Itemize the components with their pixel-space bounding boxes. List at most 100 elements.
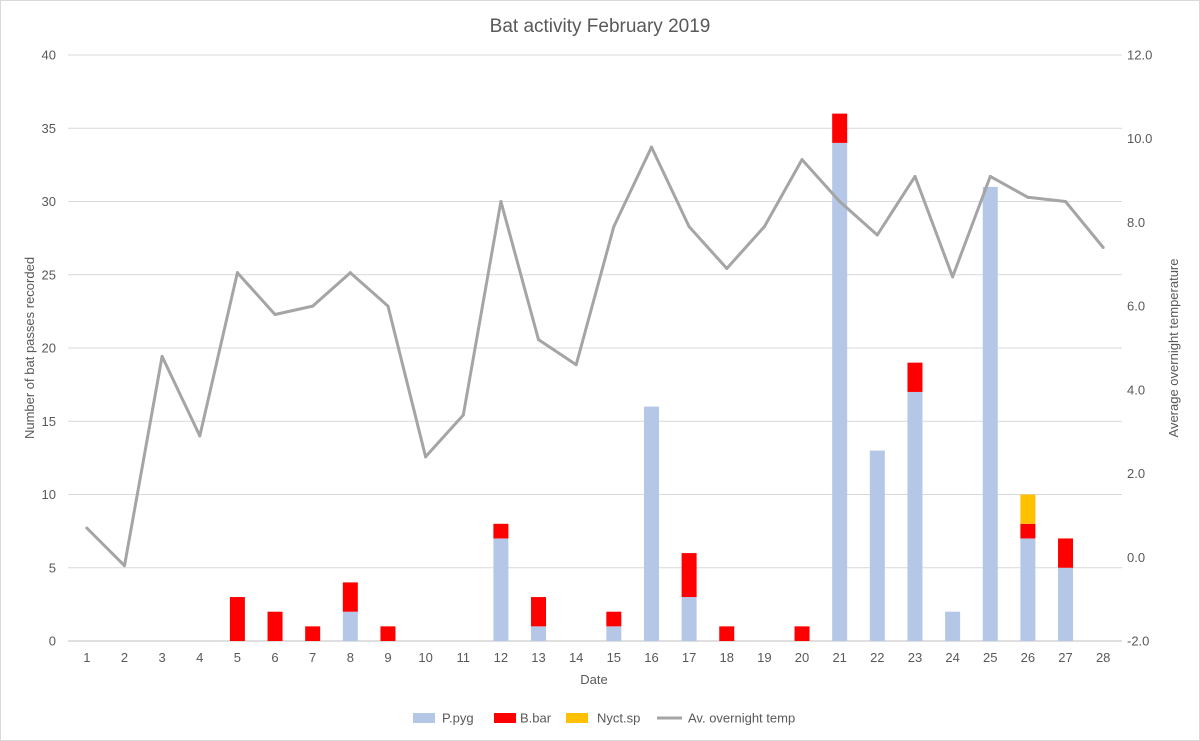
x-tick-label: 22 — [870, 650, 884, 665]
bar-p-pyg-12 — [493, 538, 509, 641]
bar-p-pyg-27 — [1058, 567, 1074, 641]
x-tick-label: 20 — [795, 650, 809, 665]
chart-title: Bat activity February 2019 — [490, 16, 711, 37]
bar-b-bar-15 — [606, 611, 622, 627]
temperature-point-4 — [198, 434, 202, 438]
y2-tick-label: 6.0 — [1127, 299, 1145, 314]
x-tick-label: 12 — [494, 650, 508, 665]
x-tick-label: 14 — [569, 650, 583, 665]
y2-axis-label: Average overnight temperature — [1166, 259, 1181, 438]
temperature-point-3 — [160, 354, 164, 358]
x-tick-label: 4 — [196, 650, 203, 665]
temperature-point-1 — [85, 526, 89, 530]
bar-b-bar-27 — [1058, 538, 1074, 568]
temperature-point-13 — [537, 338, 541, 342]
temperature-point-16 — [649, 145, 653, 149]
bar-b-bar-8 — [342, 582, 358, 612]
x-tick-label: 23 — [908, 650, 922, 665]
x-tick-label: 3 — [158, 650, 165, 665]
bar-b-bar-26 — [1020, 523, 1036, 539]
legend-label-p-pyg: P.pyg — [442, 711, 474, 726]
y-tick-label: 25 — [42, 267, 56, 282]
x-tick-label: 5 — [234, 650, 241, 665]
x-tick-label: 19 — [757, 650, 771, 665]
x-tick-label: 13 — [531, 650, 545, 665]
temperature-point-18 — [725, 266, 729, 270]
x-axis-ticks: 1 2 3 4 5 6 7 8 9 10 11 12 13 14 15 16 17 18 19 20 21 22 23 24 2… — [83, 650, 1110, 665]
x-tick-label: 18 — [720, 650, 734, 665]
bar-b-bar-18 — [719, 626, 735, 641]
y2-tick-label: 0.0 — [1127, 550, 1145, 565]
temperature-line — [85, 145, 1105, 568]
x-tick-label: 15 — [607, 650, 621, 665]
left-axis-ticks: 0 5 10 15 20 25 30 35 40 — [42, 48, 56, 649]
x-axis-label: Date — [580, 672, 607, 687]
x-tick-label: 17 — [682, 650, 696, 665]
y-tick-label: 0 — [49, 634, 56, 649]
bar-b-bar-9 — [380, 626, 396, 641]
temperature-point-12 — [499, 200, 503, 203]
temperature-point-26 — [1026, 195, 1030, 199]
bar-p-pyg-26 — [1020, 538, 1036, 641]
y-tick-label: 5 — [49, 560, 56, 575]
bar-p-pyg-24 — [945, 611, 961, 641]
y-tick-label: 30 — [42, 194, 56, 209]
bar-b-bar-21 — [832, 113, 848, 143]
temperature-point-17 — [687, 225, 691, 229]
x-tick-label: 10 — [418, 650, 432, 665]
y2-tick-label: 4.0 — [1127, 382, 1145, 397]
x-tick-label: 28 — [1096, 650, 1110, 665]
temperature-point-25 — [988, 174, 992, 178]
y2-tick-label: 8.0 — [1127, 215, 1145, 230]
y2-tick-label: -2.0 — [1127, 634, 1149, 649]
temperature-point-7 — [311, 304, 315, 308]
temperature-point-27 — [1064, 200, 1068, 203]
x-tick-label: 27 — [1058, 650, 1072, 665]
bar-b-bar-17 — [681, 553, 697, 598]
legend: P.pyg B.bar Nyct.sp Av. overnight temp — [413, 711, 795, 726]
bar-p-pyg-23 — [907, 391, 923, 641]
bar-p-pyg-16 — [643, 406, 659, 641]
x-tick-label: 1 — [83, 650, 90, 665]
y-tick-label: 35 — [42, 121, 56, 136]
x-tick-label: 7 — [309, 650, 316, 665]
y-tick-label: 10 — [42, 487, 56, 502]
temperature-point-21 — [838, 200, 842, 203]
bar-b-bar-23 — [907, 362, 923, 392]
bar-p-pyg-13 — [531, 626, 547, 641]
x-tick-label: 2 — [121, 650, 128, 665]
bar-p-pyg-22 — [869, 450, 885, 641]
bar-p-pyg-17 — [681, 597, 697, 641]
temperature-point-10 — [424, 455, 428, 459]
temperature-point-14 — [574, 363, 578, 367]
x-tick-label: 26 — [1021, 650, 1035, 665]
bar-p-pyg-21 — [832, 142, 848, 641]
x-tick-label: 11 — [457, 650, 471, 665]
temperature-point-23 — [913, 174, 917, 178]
temperature-point-11 — [461, 413, 465, 417]
bar-b-bar-6 — [267, 611, 283, 641]
bar-nyct-sp-26 — [1020, 494, 1036, 524]
x-tick-label: 24 — [945, 650, 959, 665]
y2-tick-label: 12.0 — [1127, 48, 1152, 63]
temperature-point-22 — [875, 233, 879, 237]
right-axis-ticks: -2.0 0.0 2.0 4.0 6.0 8.0 10.0 12.0 — [1127, 48, 1152, 649]
legend-label-b-bar: B.bar — [520, 711, 552, 726]
y-tick-label: 15 — [42, 414, 56, 429]
x-tick-label: 21 — [832, 650, 846, 665]
temperature-point-24 — [951, 275, 955, 279]
y2-tick-label: 2.0 — [1127, 466, 1145, 481]
bar-b-bar-12 — [493, 523, 509, 539]
x-tick-label: 6 — [271, 650, 278, 665]
temperature-point-8 — [348, 271, 352, 275]
temperature-point-2 — [122, 564, 126, 568]
y-axis-label: Number of bat passes recorded — [22, 257, 37, 439]
x-tick-label: 16 — [644, 650, 658, 665]
temperature-point-15 — [612, 225, 616, 229]
legend-label-av-overnight-temp: Av. overnight temp — [688, 711, 795, 726]
temperature-point-5 — [235, 271, 239, 275]
x-tick-label: 8 — [347, 650, 354, 665]
y-tick-label: 40 — [42, 48, 56, 63]
legend-label-nyct-sp: Nyct.sp — [597, 711, 640, 726]
y2-tick-label: 10.0 — [1127, 131, 1152, 146]
